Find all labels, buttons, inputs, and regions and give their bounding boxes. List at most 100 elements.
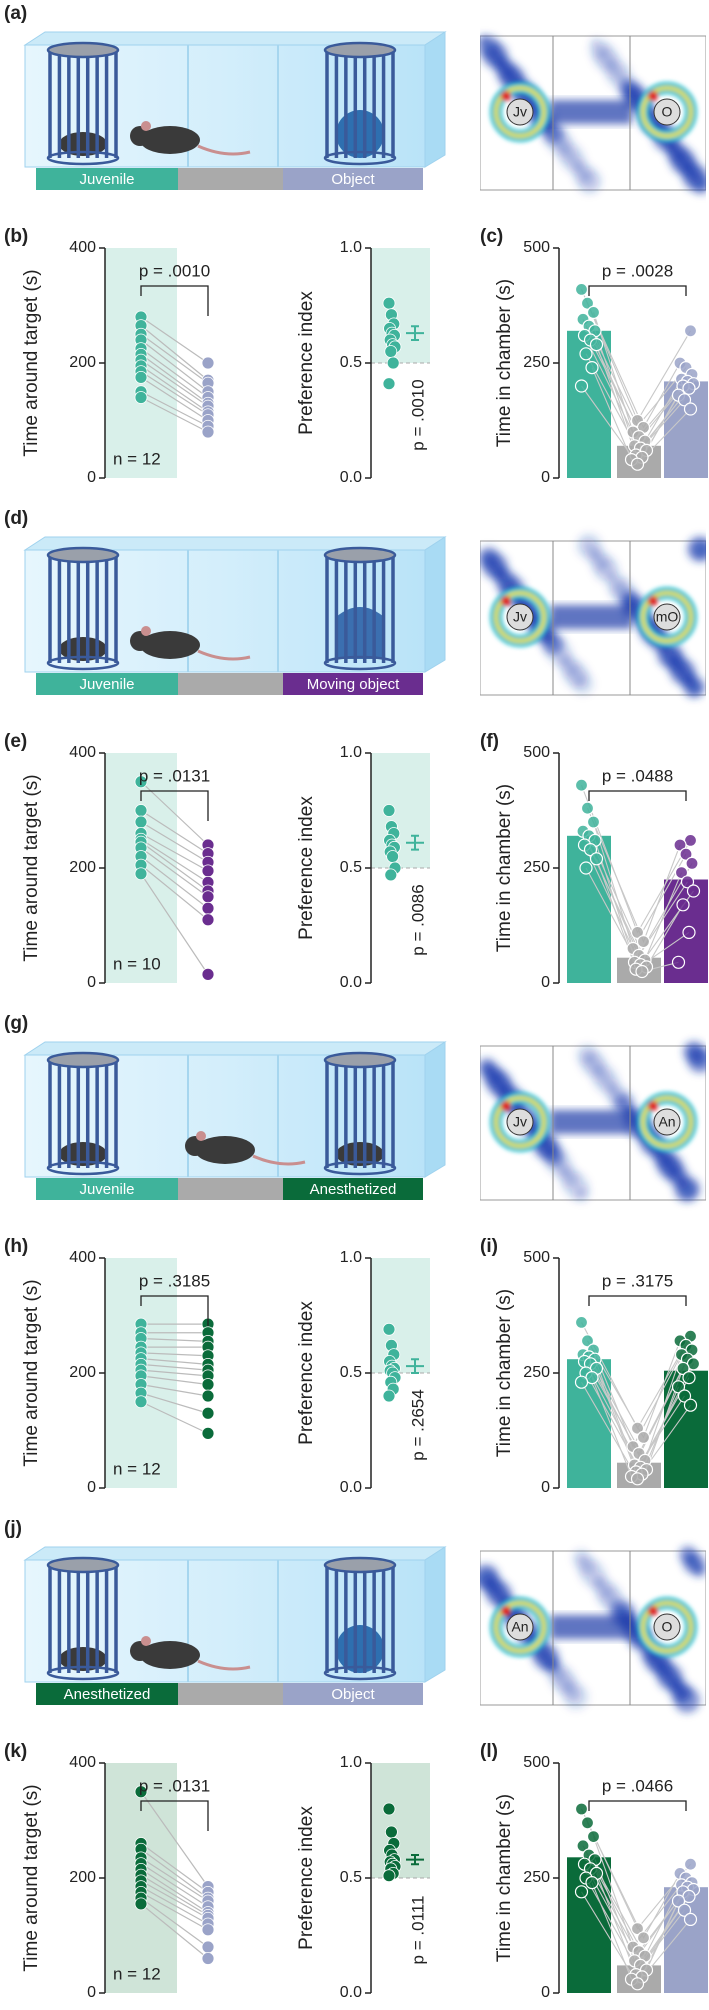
dot — [579, 861, 593, 875]
corridor — [550, 605, 632, 629]
bar — [664, 1887, 708, 1993]
density — [657, 642, 683, 668]
dot — [580, 296, 595, 310]
chamber-label-bg — [36, 673, 178, 695]
chamber-label: Juvenile — [79, 171, 134, 188]
y-tick-label: 0.5 — [340, 354, 362, 371]
density — [487, 47, 501, 61]
dot — [386, 850, 400, 863]
ring — [641, 86, 693, 138]
dot — [580, 1816, 595, 1830]
hotspot — [637, 1092, 697, 1152]
dot — [382, 1322, 396, 1336]
dot — [382, 1802, 396, 1816]
label-disc — [506, 1613, 534, 1641]
pair-line — [140, 1848, 209, 1899]
dot — [580, 1334, 595, 1348]
bracket — [140, 1800, 209, 1831]
mouse-body — [140, 126, 200, 154]
p-value: p = .0466 — [602, 1776, 673, 1795]
y-tick-label: 0 — [87, 469, 96, 486]
chamber-label-bg — [178, 1178, 283, 1200]
density — [564, 150, 578, 164]
y-axis-title: Time in chamber (s) — [494, 784, 515, 952]
y-tick-label: 0 — [87, 1479, 96, 1496]
density — [581, 538, 595, 552]
dot — [630, 1472, 645, 1486]
dot — [201, 913, 215, 927]
dot — [630, 1977, 645, 1991]
ring — [494, 1096, 546, 1148]
hotspot — [637, 587, 697, 647]
heatmap-label: Jv — [513, 609, 527, 625]
mouse-body — [140, 631, 200, 659]
hot — [648, 1101, 658, 1111]
dot — [682, 381, 696, 395]
pair-line — [140, 1868, 209, 1914]
y-tick-label: 0 — [541, 974, 550, 991]
pair-line — [140, 1369, 209, 1377]
density — [606, 573, 628, 595]
p-value: p = .0086 — [408, 884, 427, 955]
cage-top — [46, 546, 120, 564]
corridor — [550, 1110, 632, 1134]
chamber-label-bg — [36, 1683, 178, 1705]
y-tick-label: 250 — [523, 1364, 550, 1381]
box-side — [424, 31, 446, 168]
y-tick-label: 1.0 — [340, 1754, 362, 1771]
mouse-head — [130, 126, 150, 146]
chamber-label-bg — [36, 168, 178, 190]
p-value: p = .3175 — [602, 1271, 673, 1290]
mouse-head — [130, 1641, 150, 1661]
dot — [589, 338, 604, 352]
heatmap: Jv An — [480, 1041, 706, 1202]
dot — [671, 1894, 686, 1908]
density — [487, 558, 501, 572]
panel-letter: (g) — [4, 1013, 28, 1034]
dot — [134, 775, 148, 789]
mouse-tail — [252, 1154, 306, 1166]
panel-letter: (e) — [4, 731, 27, 752]
error-bar — [411, 1358, 419, 1374]
object — [336, 1625, 384, 1673]
bracket — [140, 790, 209, 821]
dot — [677, 393, 692, 407]
box-side — [424, 1546, 446, 1683]
y-tick-label: 0 — [541, 1984, 550, 2001]
dot — [683, 1398, 698, 1412]
pair-line — [140, 371, 209, 416]
dot — [201, 1389, 215, 1403]
cage-top — [46, 41, 120, 59]
y-tick-label: 0.0 — [340, 1479, 362, 1496]
pair-line — [140, 348, 209, 398]
p-value: p = .0131 — [139, 766, 210, 785]
dot — [201, 1923, 215, 1937]
p-value: p = .0131 — [139, 1776, 210, 1795]
dot — [134, 1897, 148, 1911]
p-value: p = .2654 — [408, 1389, 427, 1460]
box-side — [424, 536, 446, 673]
heatmap-label: O — [662, 1619, 673, 1635]
cage-top — [46, 1051, 120, 1069]
dot — [384, 345, 398, 358]
label-disc — [653, 603, 681, 631]
dot — [589, 852, 604, 866]
p-value: p = .3185 — [139, 1271, 210, 1290]
dot — [586, 1829, 601, 1844]
chamber-label-bg — [178, 1683, 283, 1705]
ring — [494, 591, 546, 643]
dot — [685, 856, 699, 871]
heatmap: Jv mO — [480, 533, 706, 698]
dot — [677, 1389, 692, 1403]
density — [692, 1563, 706, 1577]
dot — [201, 356, 215, 370]
dot — [671, 955, 686, 969]
y-tick-label: 250 — [523, 1869, 550, 1886]
panel-letter: (f) — [480, 731, 499, 752]
hot — [648, 91, 658, 101]
mouse-ear — [141, 1636, 151, 1646]
dot — [574, 1885, 589, 1899]
panel-letter: (b) — [4, 226, 28, 247]
density — [480, 1058, 496, 1076]
cage-bottom — [46, 1665, 120, 1681]
